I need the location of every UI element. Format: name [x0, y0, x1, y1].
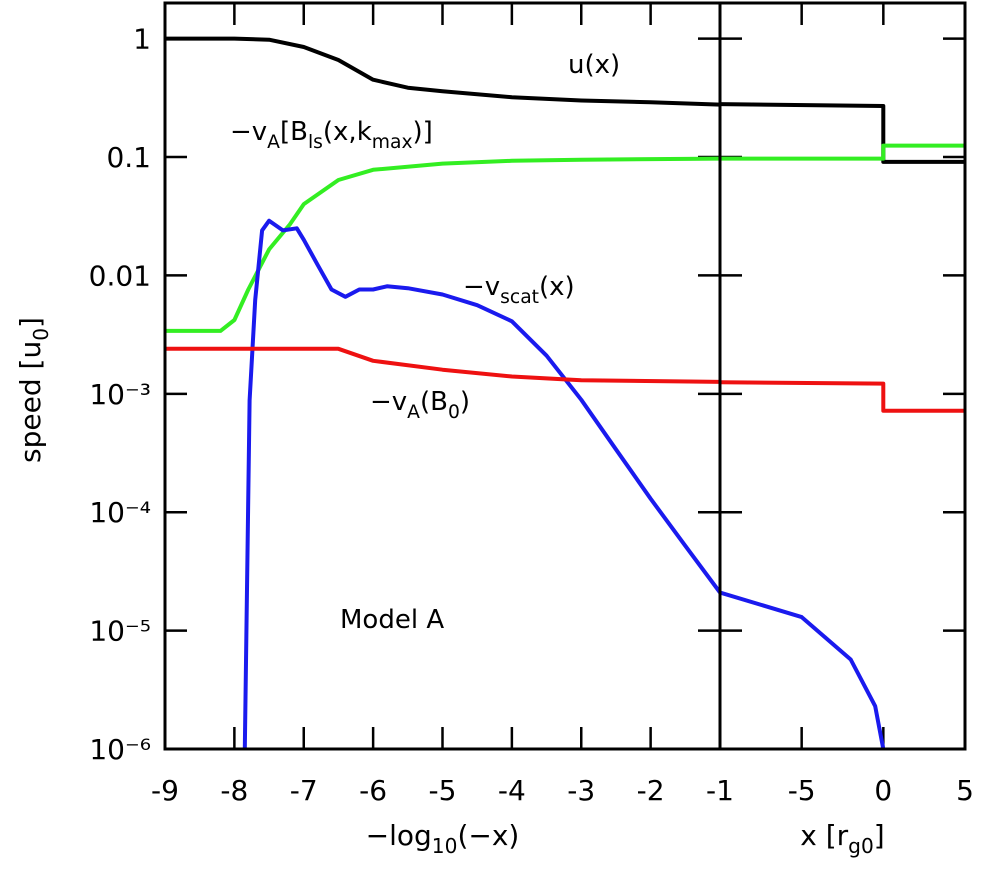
- series-line: [242, 218, 720, 749]
- x-tick-label: -3: [567, 774, 595, 807]
- series-line: [165, 346, 720, 384]
- subscript: ls: [308, 132, 323, 153]
- frame: [718, 1, 967, 751]
- text-part: ): [460, 387, 470, 417]
- label: −vscat(x): [463, 272, 575, 308]
- series-line: [165, 36, 720, 107]
- text-part: (B: [420, 387, 448, 417]
- text-part: u(x): [568, 50, 620, 80]
- label: −log10(−x): [366, 819, 520, 858]
- x-tick-label: -6: [359, 774, 387, 807]
- label: Model A: [340, 605, 444, 635]
- y-tick-label: 10⁻⁵: [89, 615, 151, 648]
- text-part: speed [u: [14, 341, 47, 463]
- series-line: [720, 590, 886, 749]
- plot-area: [165, 36, 720, 749]
- y-tick-label: 10⁻⁶: [89, 733, 151, 766]
- text-part: −v: [463, 272, 500, 302]
- y-tick-label: 0.1: [106, 141, 151, 174]
- y-tick-label: 0.01: [89, 259, 151, 292]
- subscript: 0: [448, 402, 460, 423]
- subscript: g0: [848, 834, 874, 858]
- text-part: −v: [230, 117, 267, 147]
- y-tick-label: 1: [133, 23, 151, 56]
- text-part: −log: [366, 819, 432, 852]
- subscript: A: [267, 132, 280, 153]
- text-part: (x): [539, 272, 575, 302]
- subscript: A: [407, 402, 420, 423]
- subscript: max: [372, 132, 413, 153]
- text-part: (x,k: [323, 117, 372, 147]
- series-line: [720, 102, 965, 164]
- y-tick-label: 10⁻⁴: [89, 496, 151, 529]
- text-part: ]: [14, 317, 47, 328]
- label: −vA(B0): [370, 387, 470, 423]
- plot-area: [720, 102, 965, 749]
- x-tick-label: -5: [429, 774, 457, 807]
- x-tick-label: -4: [498, 774, 526, 807]
- x-tick-label: -1: [706, 774, 734, 807]
- label: u(x): [568, 50, 620, 80]
- x-tick-label: 0: [874, 774, 892, 807]
- text-part: )]: [413, 117, 433, 147]
- series-line: [720, 143, 965, 161]
- label: −vA[Bls(x,kmax)]: [230, 117, 433, 153]
- text-part: (−x): [457, 819, 519, 852]
- text-part: ]: [874, 819, 885, 852]
- x-tick-label: -9: [151, 774, 179, 807]
- x-tick-label: -8: [220, 774, 248, 807]
- subscript: 10: [432, 834, 458, 858]
- series-line: [165, 156, 720, 333]
- subscript: 0: [29, 328, 53, 341]
- text-part: [B: [280, 117, 308, 147]
- x-tick-label: -7: [290, 774, 318, 807]
- text-part: Model A: [340, 605, 444, 635]
- x-tick-label: -5: [788, 774, 816, 807]
- label: speed [u0]: [14, 317, 53, 463]
- y-tick-label: 10⁻³: [89, 378, 151, 411]
- subscript: scat: [500, 287, 539, 308]
- x-tick-label: 5: [956, 774, 974, 807]
- text-part: −v: [370, 387, 407, 417]
- label: x [rg0]: [800, 819, 884, 858]
- x-tick-label: -2: [637, 774, 665, 807]
- series-line: [720, 380, 965, 413]
- text-part: x [r: [800, 819, 848, 852]
